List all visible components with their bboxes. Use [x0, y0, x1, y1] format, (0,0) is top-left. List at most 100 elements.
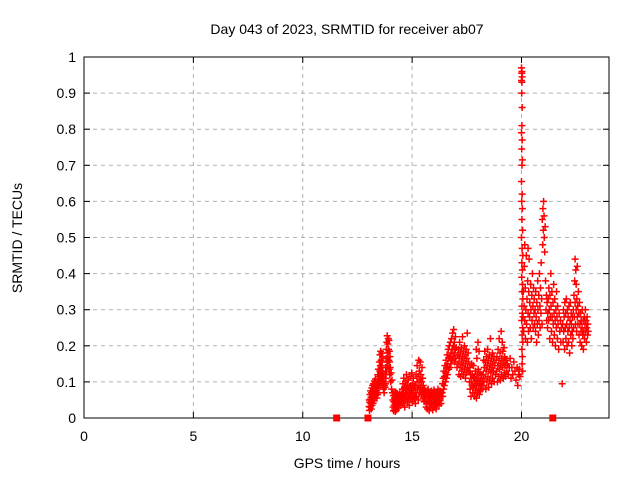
data-point-plus: [567, 309, 575, 317]
x-tick-label: 5: [189, 428, 197, 444]
data-point-plus: [462, 345, 470, 353]
data-point-plus: [414, 396, 422, 404]
data-point-plus: [540, 234, 548, 241]
data-point-plus: [450, 326, 458, 334]
data-point-plus: [465, 367, 473, 375]
data-point-plus: [518, 266, 526, 274]
data-point-plus: [451, 333, 459, 341]
data-point-plus: [555, 309, 563, 317]
data-point-plus: [467, 378, 475, 386]
data-point-plus: [566, 317, 574, 325]
data-point-plus: [522, 252, 530, 260]
data-point-plus: [463, 354, 471, 362]
data-point-plus: [448, 335, 455, 343]
data-point-plus: [584, 320, 592, 328]
data-point-plus: [525, 255, 533, 263]
data-point-plus: [532, 313, 540, 321]
data-point-plus: [553, 313, 561, 321]
data-point-plus: [537, 259, 545, 267]
data-point-plus: [584, 327, 592, 335]
data-point-plus: [544, 324, 552, 332]
data-point-plus: [545, 284, 553, 292]
data-point-plus: [529, 302, 537, 310]
data-point-plus: [413, 362, 421, 370]
y-tick-label: 1: [68, 49, 76, 65]
data-point-plus: [509, 371, 517, 379]
data-point-plus: [521, 284, 529, 292]
data-point-plus: [568, 342, 576, 350]
data-point-plus: [474, 365, 482, 373]
data-point-square: [549, 414, 557, 422]
data-point-plus: [579, 345, 587, 353]
data-point-plus: [543, 298, 551, 306]
data-point-plus: [460, 342, 468, 350]
data-point-plus: [581, 306, 589, 314]
data-point-plus: [518, 205, 526, 213]
data-point-plus: [499, 347, 507, 355]
data-point-plus: [473, 354, 481, 362]
data-point-plus: [533, 338, 541, 346]
data-point-plus: [541, 248, 549, 256]
data-point-plus: [413, 392, 420, 400]
data-point-plus: [408, 369, 416, 377]
data-point-plus: [575, 298, 583, 306]
data-point-plus: [553, 288, 560, 296]
data-point-plus: [419, 382, 427, 390]
data-point-plus: [529, 324, 537, 332]
data-point-plus: [565, 338, 573, 346]
data-point-plus: [386, 363, 394, 371]
data-point-plus: [536, 302, 544, 310]
data-point-plus: [558, 380, 566, 388]
data-point-plus: [518, 273, 526, 281]
data-point-plus: [416, 358, 424, 366]
data-point-plus: [572, 266, 580, 274]
data-point-plus: [538, 320, 546, 328]
data-point-plus: [474, 338, 482, 346]
data-point-plus: [386, 353, 394, 361]
data-point-plus: [516, 372, 524, 380]
data-point-plus: [520, 262, 528, 270]
data-point-plus: [538, 215, 546, 223]
data-point-plus: [466, 385, 474, 393]
data-point-plus: [503, 367, 511, 375]
data-point-plus: [525, 327, 532, 335]
y-tick-label: 0: [68, 410, 76, 426]
data-point-plus: [547, 270, 555, 278]
data-point-plus: [507, 374, 515, 382]
data-point-plus: [563, 306, 571, 314]
data-point-plus: [417, 371, 425, 379]
data-point-plus: [527, 335, 535, 343]
data-point-plus: [521, 317, 529, 325]
data-point-plus: [485, 383, 493, 391]
data-point-plus: [519, 367, 527, 375]
y-tick-label: 0.1: [57, 374, 77, 390]
data-point-plus: [437, 400, 445, 408]
data-point-plus: [518, 145, 526, 153]
data-point-plus: [439, 392, 447, 400]
data-point-plus: [562, 295, 570, 303]
data-point-plus: [525, 288, 533, 296]
data-point-plus: [576, 338, 584, 346]
data-point-plus: [415, 367, 423, 375]
data-point-plus: [555, 345, 563, 353]
y-tick-label: 0.7: [57, 157, 77, 173]
data-point-plus: [512, 376, 520, 384]
data-point-plus: [526, 298, 534, 306]
data-point-plus: [524, 244, 532, 252]
data-point-plus: [582, 317, 590, 325]
data-point-plus: [551, 295, 559, 303]
data-point-plus: [528, 291, 536, 299]
data-point-plus: [441, 378, 449, 386]
data-point-plus: [573, 262, 581, 270]
data-point-plus: [404, 376, 412, 384]
data-point-plus: [583, 324, 591, 332]
data-point-plus: [519, 324, 527, 332]
data-point-plus: [388, 376, 396, 384]
data-point-plus: [497, 327, 505, 335]
data-point-plus: [530, 295, 538, 303]
data-point-plus: [546, 335, 554, 343]
data-point-plus: [444, 371, 452, 379]
data-point-plus: [547, 302, 555, 310]
data-point-plus: [387, 369, 395, 377]
